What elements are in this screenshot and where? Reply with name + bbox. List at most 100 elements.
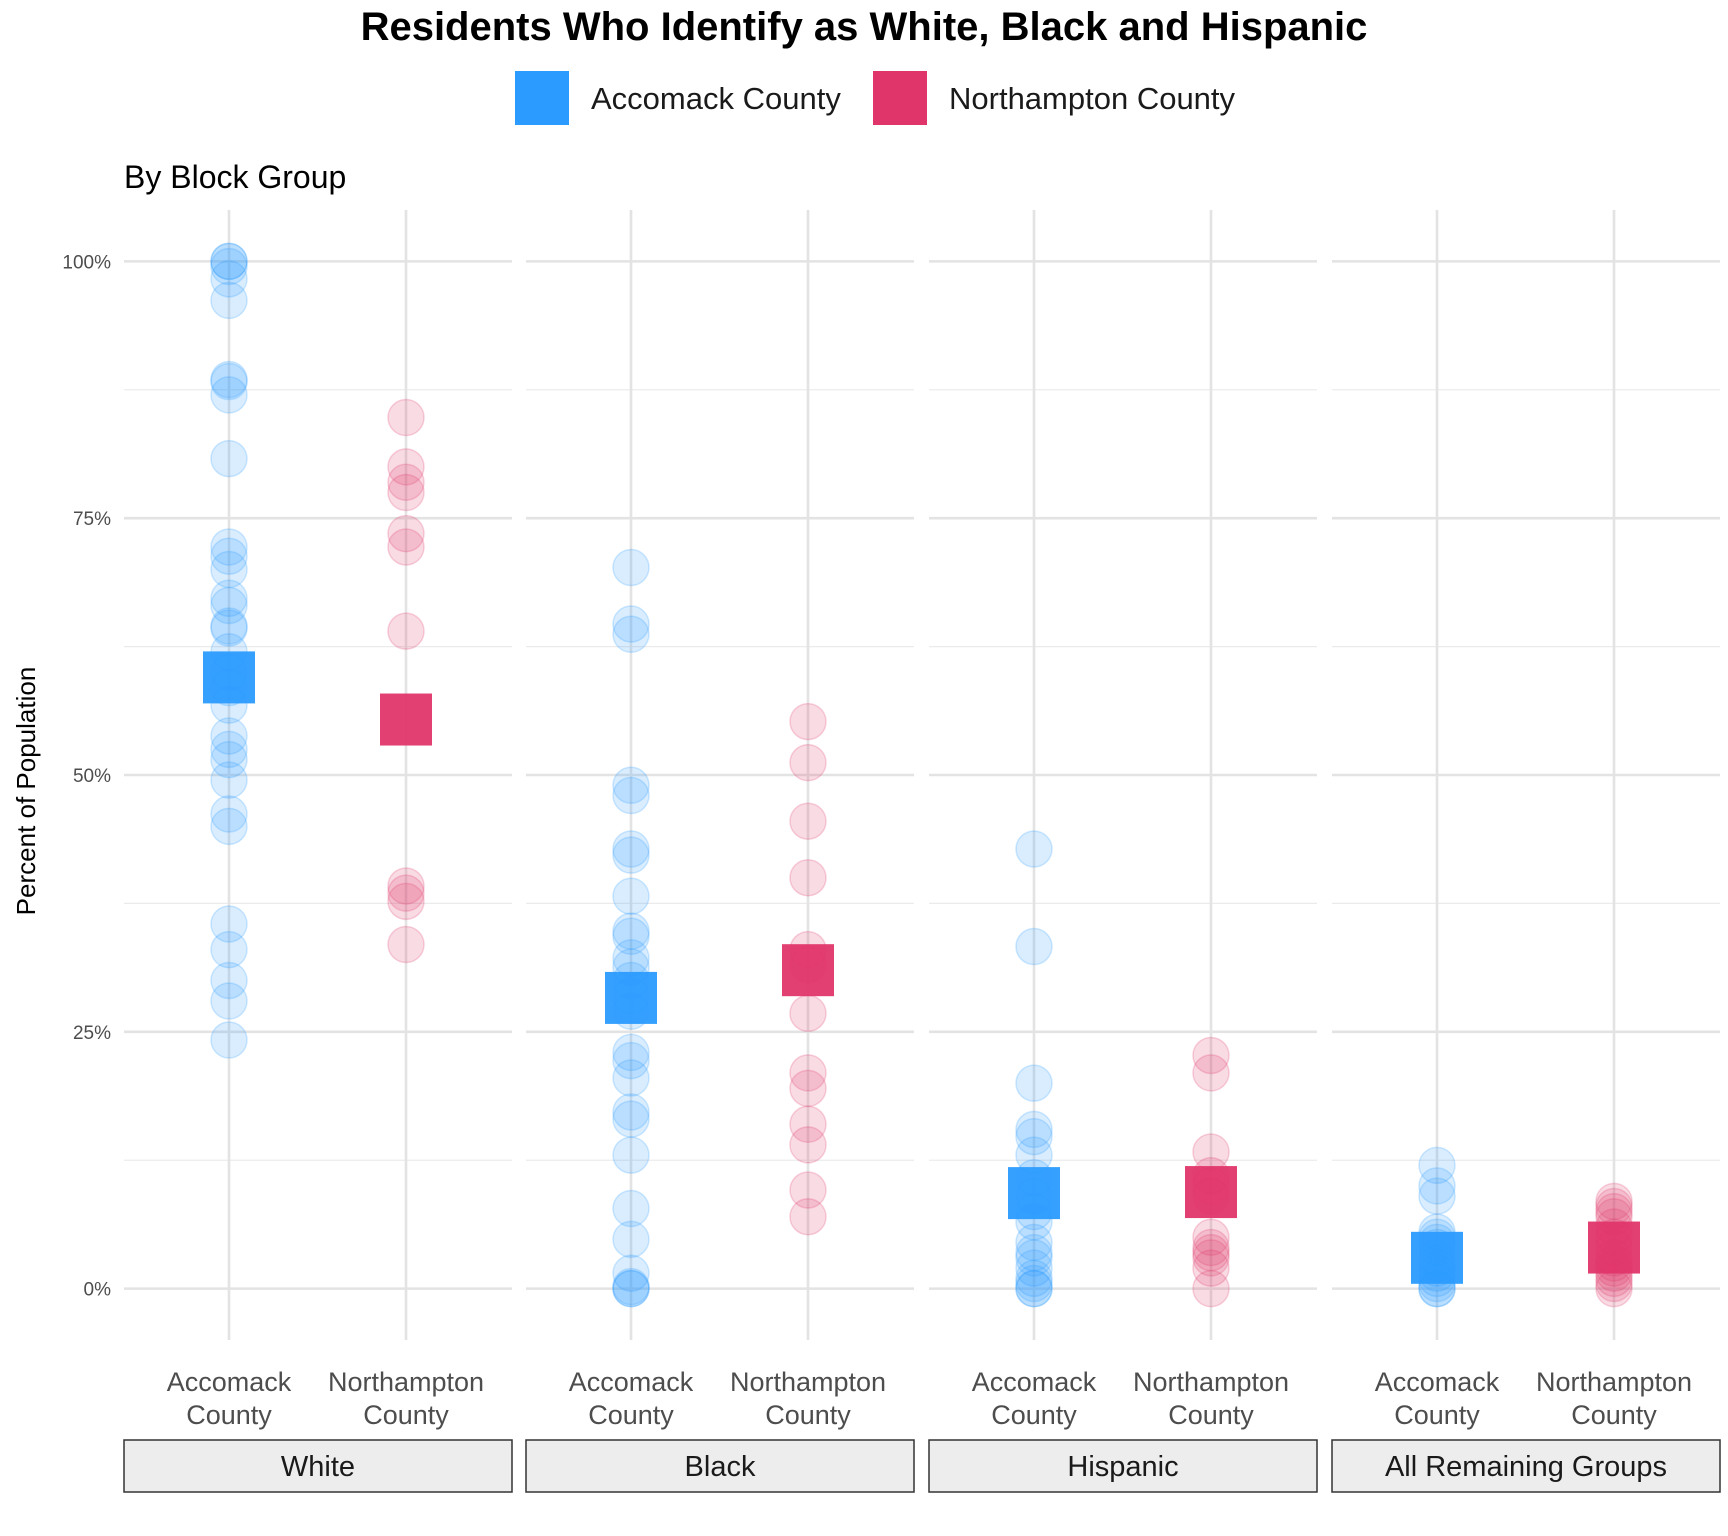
- chart-title: Residents Who Identify as White, Black a…: [361, 5, 1368, 49]
- mean-marker: [605, 971, 657, 1024]
- facet-strip: [928, 1439, 1318, 1493]
- data-point: [612, 917, 650, 956]
- data-point: [789, 743, 827, 782]
- data-point: [1192, 1036, 1230, 1075]
- x-tick-label: Northampton: [730, 1367, 886, 1397]
- data-point: [612, 1041, 650, 1080]
- data-point: [210, 242, 248, 281]
- data-point: [789, 1105, 827, 1144]
- x-tick-label: Northampton: [1133, 1367, 1289, 1397]
- data-point: [1595, 1182, 1633, 1221]
- data-point: [612, 1269, 650, 1308]
- data-point: [612, 1059, 650, 1097]
- data-point: [210, 439, 248, 478]
- data-point: [789, 1069, 827, 1108]
- facet-strip: [123, 1439, 513, 1493]
- data-point: [210, 376, 248, 414]
- data-point: [1192, 1228, 1230, 1267]
- data-point: [210, 795, 248, 833]
- data-point: [612, 605, 650, 643]
- data-point: [210, 807, 248, 846]
- data-point: [210, 360, 248, 399]
- data-point: [789, 1054, 827, 1092]
- data-point: [387, 473, 425, 512]
- data-point: [612, 1136, 650, 1174]
- data-point: [210, 905, 248, 943]
- data-point: [789, 802, 827, 840]
- data-point: [612, 877, 650, 915]
- mean-marker: [1008, 1167, 1060, 1220]
- data-point: [1015, 1223, 1053, 1262]
- data-point: [612, 1033, 650, 1072]
- y-tick-label: 75%: [73, 509, 111, 530]
- data-point: [612, 1189, 650, 1228]
- x-tick-label: County: [1168, 1400, 1254, 1430]
- legend-label: Accomack County: [591, 81, 841, 116]
- data-point: [1192, 1239, 1230, 1277]
- data-point: [387, 528, 425, 566]
- data-point: [1015, 1264, 1053, 1303]
- data-point: [1595, 1269, 1633, 1308]
- data-point: [210, 242, 248, 281]
- x-tick-label: Accomack: [1375, 1367, 1500, 1397]
- facet-strip: [525, 1439, 915, 1493]
- data-point: [210, 281, 248, 320]
- data-point: [1192, 1218, 1230, 1257]
- x-tick-label: Accomack: [569, 1367, 694, 1397]
- data-point: [1418, 1167, 1456, 1205]
- data-point: [387, 867, 425, 905]
- y-tick-label: 100%: [62, 252, 111, 273]
- data-point: [1015, 1269, 1053, 1308]
- facet-label: Black: [685, 1451, 756, 1483]
- x-tick-label: County: [1394, 1400, 1480, 1430]
- mean-marker: [203, 651, 255, 704]
- x-tick-label: County: [991, 1400, 1077, 1430]
- chart-subtitle: By Block Group: [124, 159, 346, 195]
- data-point: [1015, 830, 1053, 868]
- facet-strip: [1331, 1439, 1721, 1493]
- legend: Accomack County Northampton County: [515, 71, 1236, 125]
- data-point: [789, 1171, 827, 1209]
- data-point: [210, 1021, 248, 1059]
- y-axis-ticks: 0% 25% 50% 75% 100%: [62, 252, 111, 1300]
- x-tick-label: County: [186, 1400, 272, 1430]
- data-point: [1015, 1110, 1053, 1149]
- y-tick-label: 50%: [73, 766, 111, 787]
- mean-marker: [1185, 1166, 1237, 1219]
- x-tick-label: County: [1571, 1400, 1657, 1430]
- x-tick-label: Accomack: [167, 1367, 292, 1397]
- data-point: [387, 612, 425, 650]
- data-point: [612, 1254, 650, 1292]
- data-point: [210, 247, 248, 286]
- data-point: [387, 882, 425, 921]
- legend-item: Accomack County: [515, 71, 841, 125]
- data-point: [210, 550, 248, 589]
- data-point: [612, 1220, 650, 1259]
- data-point: [210, 586, 248, 625]
- data-point: [1192, 1054, 1230, 1092]
- data-point: [612, 912, 650, 950]
- facet-label: White: [281, 1451, 355, 1483]
- data-point: [612, 830, 650, 868]
- data-point: [1192, 1249, 1230, 1287]
- data-point: [387, 925, 425, 964]
- y-tick-label: 0%: [84, 1280, 112, 1301]
- data-point: [612, 1093, 650, 1131]
- data-point: [1015, 1249, 1053, 1287]
- y-axis-label: Percent of Population: [11, 667, 41, 916]
- y-tick-label: 25%: [73, 1023, 111, 1044]
- legend-item: Northampton County: [873, 71, 1236, 125]
- data-point: [612, 1269, 650, 1308]
- data-point: [1418, 1146, 1456, 1185]
- data-point: [210, 930, 248, 969]
- data-point: [789, 994, 827, 1033]
- facet-panels: AccomackCountyNorthamptonCountyWhiteAcco…: [123, 210, 1721, 1493]
- facet-label: All Remaining Groups: [1385, 1451, 1667, 1483]
- data-point: [1192, 1269, 1230, 1308]
- x-tick-label: County: [363, 1400, 449, 1430]
- data-point: [210, 579, 248, 618]
- data-point: [210, 717, 248, 755]
